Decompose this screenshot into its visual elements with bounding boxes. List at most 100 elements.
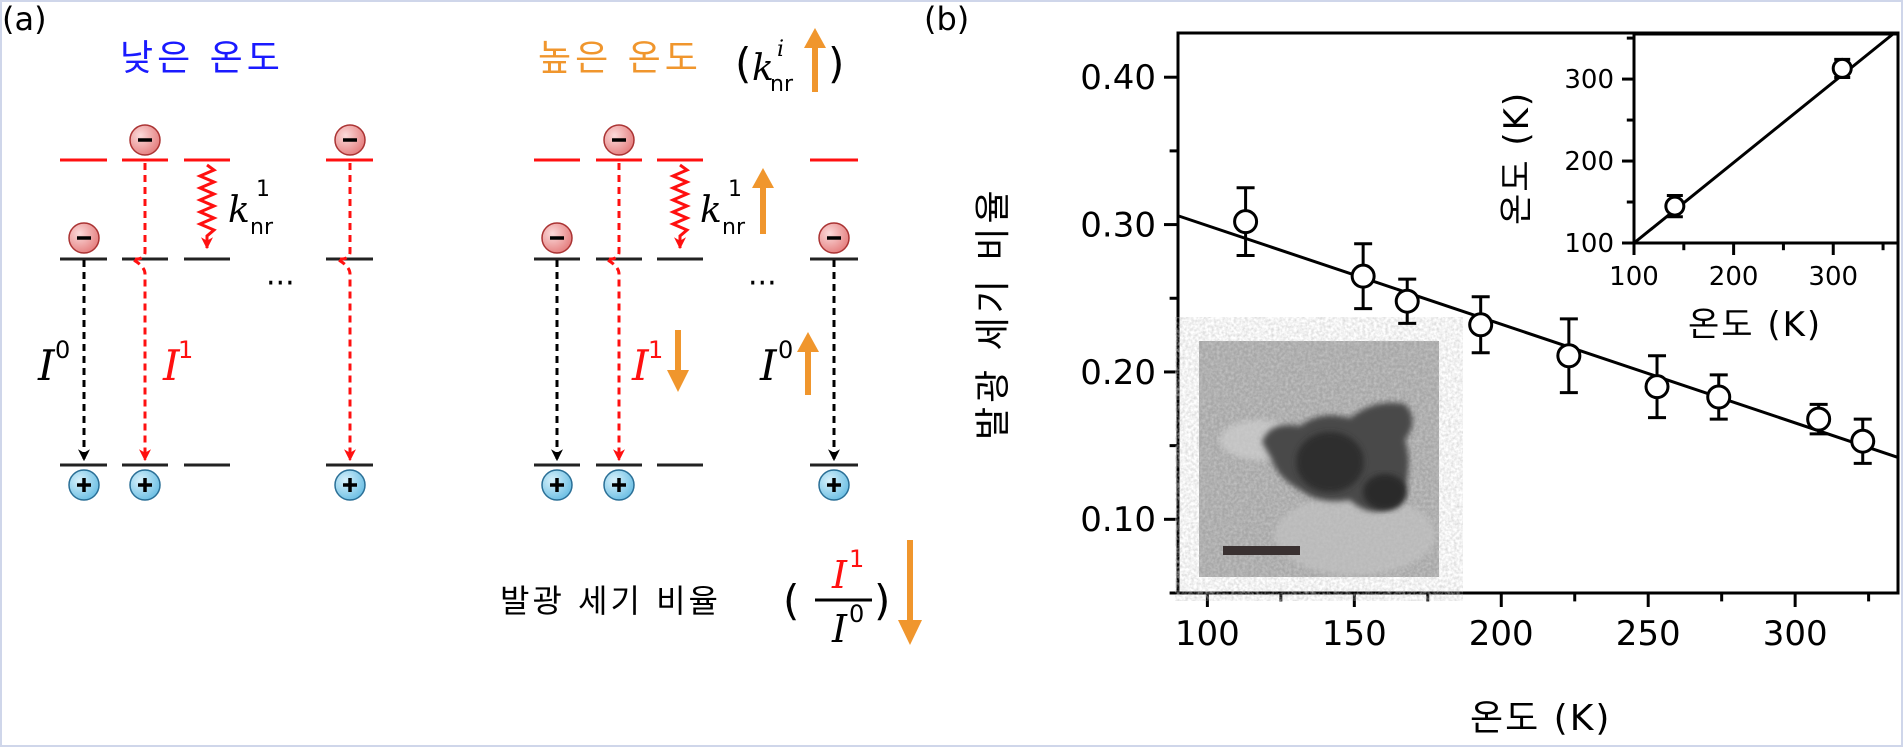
I1-sup: 1	[648, 336, 663, 364]
I0-sup: 0	[778, 336, 793, 364]
I1-I: I	[631, 341, 650, 390]
electron-icon	[68, 222, 100, 254]
high-temp-diagram	[534, 158, 858, 467]
hole-icon	[68, 469, 100, 501]
open-paren-1: (	[735, 39, 751, 88]
main-tick-labels: 100 150 200 250 300 0.10 0.20 0.30 0.40	[1080, 58, 1827, 654]
ratio-den-sup: 0	[849, 600, 864, 628]
hole-icon	[334, 469, 366, 501]
high-temp-title: 높은 온도	[538, 38, 702, 79]
arrow-up-icon	[804, 28, 826, 92]
data-point	[1233, 209, 1259, 235]
inset-x-axis-label: 온도 (K)	[1688, 305, 1822, 345]
k-nr-1-sub: nr	[250, 215, 274, 240]
ratio-num-I: I	[831, 553, 848, 597]
y-tick-label: 300	[1564, 65, 1614, 95]
k-nr-1-label: k 1 nr	[228, 177, 274, 240]
I1-sup: 1	[178, 336, 193, 364]
data-point	[1850, 428, 1876, 454]
x-tick-label: 100	[1175, 614, 1240, 654]
main-fit-line	[1177, 214, 1899, 459]
scale-bar	[1223, 546, 1300, 555]
ellipsis: ···	[266, 266, 295, 301]
k-nr-1-k: k	[228, 190, 250, 231]
x-tick-label: 200	[1709, 262, 1759, 292]
x-tick-label: 300	[1763, 614, 1828, 654]
electron-icon	[129, 124, 161, 156]
hole-icon	[818, 469, 850, 501]
y-tick-label: 0.10	[1080, 500, 1156, 540]
ratio-label: 발광 세기 비율 ( I 1 I 0 )	[500, 540, 922, 651]
x-tick-label: 250	[1616, 614, 1681, 654]
ratio-den-I: I	[831, 607, 848, 651]
ratio-text: 발광 세기 비율	[500, 582, 721, 620]
main-data-points	[1233, 186, 1876, 465]
arrow-up-icon	[752, 168, 774, 234]
k-nr-1-label-high: k 1 nr	[700, 177, 746, 240]
k-nr-i-sub: nr	[770, 72, 794, 97]
y-tick-label: 100	[1564, 229, 1614, 259]
inset-tick-labels: 100 200 300 100 200 300	[1564, 65, 1858, 292]
data-point	[1664, 195, 1686, 217]
data-point	[1706, 384, 1732, 410]
arrow-down-icon	[898, 540, 922, 645]
low-temp-diagram	[60, 158, 373, 467]
k-nr-i-sup: i	[777, 37, 784, 62]
inset-axis-ticks	[1622, 36, 1885, 255]
k-nr-1-k: k	[700, 190, 722, 231]
electron-icon	[603, 124, 635, 156]
data-point	[1350, 263, 1376, 289]
panel-b-label: (b)	[924, 0, 969, 38]
electron-icon	[818, 222, 850, 254]
k-nr-i-group: ( k i nr )	[735, 28, 844, 97]
electron-icon	[541, 222, 573, 254]
x-tick-label: 150	[1322, 614, 1387, 654]
data-point	[1468, 312, 1494, 338]
x-tick-label: 200	[1469, 614, 1534, 654]
k-nr-1-sup: 1	[256, 177, 270, 202]
ratio-close-paren: )	[874, 576, 890, 625]
data-point	[1831, 57, 1853, 79]
arrow-down-icon	[667, 330, 689, 392]
k-nr-1-sup: 1	[728, 177, 742, 202]
y-tick-label: 0.20	[1080, 353, 1156, 393]
data-point	[1644, 374, 1670, 400]
data-point	[1806, 406, 1832, 432]
y-tick-label: 0.40	[1080, 58, 1156, 98]
ratio-open-paren: (	[783, 576, 799, 625]
I1-I: I	[162, 341, 181, 390]
y-tick-label: 0.30	[1080, 205, 1156, 245]
arrow-up-icon	[797, 332, 819, 395]
I0-I: I	[37, 341, 56, 390]
panel-a-label: (a)	[2, 0, 47, 38]
fit-line	[1177, 214, 1899, 459]
hole-icon	[603, 469, 635, 501]
main-y-axis-label: 발광 세기 비율	[973, 186, 1014, 440]
I1-label-high: I 1	[631, 336, 663, 390]
I1-label: I 1	[162, 336, 193, 390]
y-tick-label: 200	[1564, 147, 1614, 177]
I0-sup: 0	[55, 336, 70, 364]
ratio-num-sup: 1	[849, 545, 864, 573]
I0-label: I 0	[37, 336, 70, 390]
I0-label-high: I 0	[759, 336, 793, 390]
inset-y-axis-label: 온도 (K)	[1497, 91, 1537, 225]
inset-data-points	[1664, 57, 1853, 219]
main-x-axis-label: 온도 (K)	[1470, 698, 1611, 739]
low-temp-title: 낮은 온도	[120, 38, 284, 79]
k-nr-1-sub: nr	[722, 215, 746, 240]
hole-icon	[129, 469, 161, 501]
close-paren-1: )	[828, 39, 844, 88]
main-axis-ticks	[1164, 75, 1871, 607]
hole-icon	[541, 469, 573, 501]
data-point	[1394, 288, 1420, 314]
data-point	[1556, 343, 1582, 369]
tem-inset-image	[1199, 341, 1439, 577]
k-nr-i-k: k	[752, 48, 774, 89]
ellipsis: ···	[748, 266, 777, 301]
main-plot-frame	[1176, 31, 1900, 595]
I0-I: I	[759, 341, 778, 390]
x-tick-label: 100	[1609, 262, 1659, 292]
